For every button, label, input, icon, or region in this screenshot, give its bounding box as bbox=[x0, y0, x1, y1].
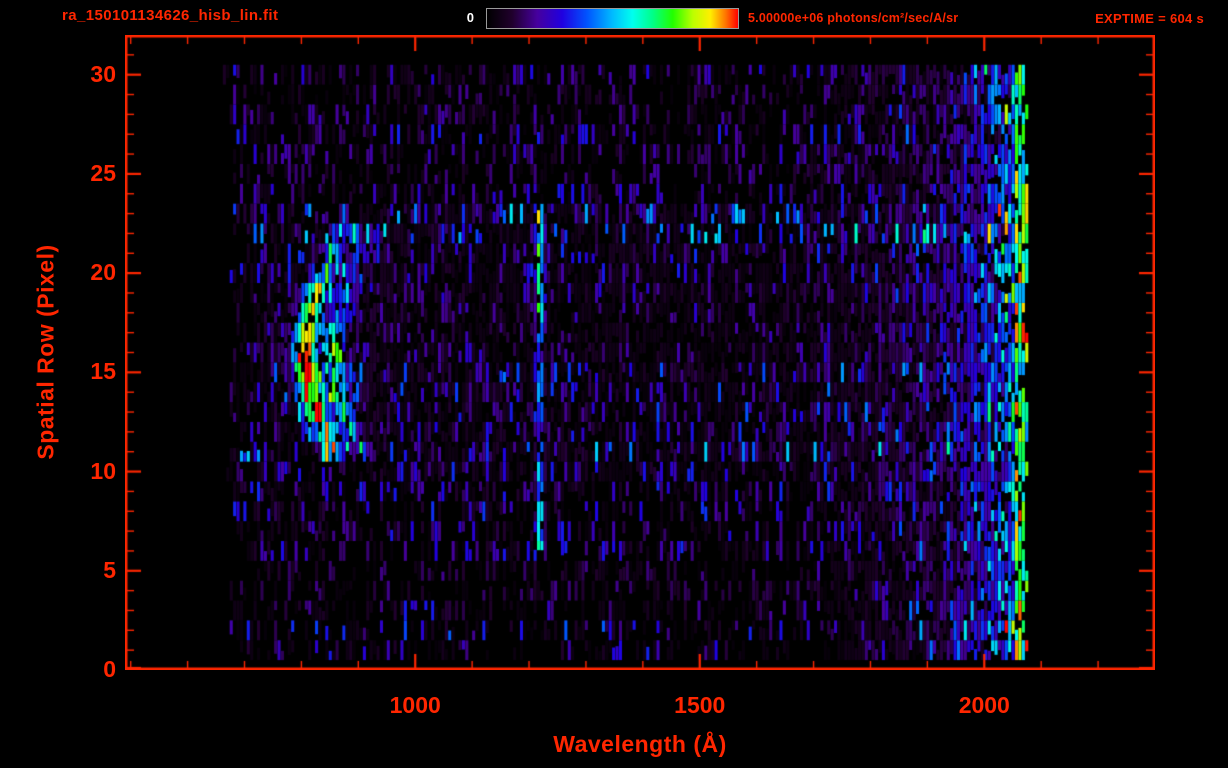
x-tick-label: 1000 bbox=[389, 692, 441, 718]
x-tick-label: 2000 bbox=[958, 692, 1010, 718]
colorbar bbox=[486, 8, 739, 29]
y-tick-label: 25 bbox=[90, 159, 116, 186]
y-tick-label: 30 bbox=[90, 60, 116, 87]
file-title: ra_150101134626_hisb_lin.fit bbox=[62, 7, 279, 24]
colorbar-max-label: 5.00000e+06 photons/cm²/sec/A/sr bbox=[748, 11, 959, 25]
spectrogram-canvas bbox=[125, 35, 1155, 670]
x-axis-title: Wavelength (Å) bbox=[553, 731, 727, 757]
colorbar-min-label: 0 bbox=[466, 10, 474, 25]
exptime-label: EXPTIME = 604 s bbox=[1095, 11, 1204, 26]
y-tick-label: 10 bbox=[90, 457, 116, 484]
x-tick-label: 1500 bbox=[674, 692, 726, 718]
y-tick-label: 5 bbox=[103, 556, 116, 583]
y-tick-label: 20 bbox=[90, 259, 116, 286]
y-tick-label: 15 bbox=[90, 358, 116, 385]
y-tick-label: 0 bbox=[103, 656, 116, 682]
